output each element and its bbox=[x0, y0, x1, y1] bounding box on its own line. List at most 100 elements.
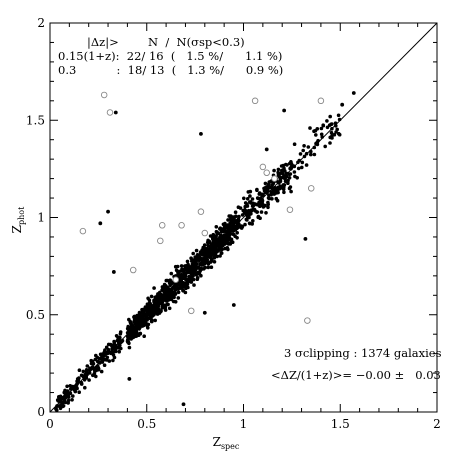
data-point bbox=[328, 114, 333, 119]
data-point bbox=[309, 149, 313, 154]
data-point bbox=[284, 171, 289, 176]
data-point bbox=[194, 266, 198, 270]
data-point bbox=[180, 280, 184, 285]
outlier-filled-point bbox=[351, 91, 356, 95]
data-point bbox=[336, 113, 341, 118]
data-point bbox=[188, 267, 192, 271]
data-point bbox=[232, 216, 236, 221]
data-point bbox=[149, 308, 154, 313]
data-point bbox=[255, 210, 259, 214]
data-point bbox=[158, 309, 163, 314]
data-point bbox=[174, 268, 179, 273]
data-point bbox=[236, 225, 240, 229]
y-tick-label: 2 bbox=[37, 16, 45, 30]
data-point bbox=[156, 297, 161, 301]
data-point bbox=[236, 217, 241, 221]
outlier-open-point bbox=[251, 97, 259, 105]
outlier-filled-point bbox=[98, 221, 103, 226]
data-point bbox=[179, 272, 184, 277]
data-point bbox=[87, 378, 91, 382]
data-point bbox=[278, 186, 282, 191]
data-point bbox=[194, 248, 199, 253]
data-point bbox=[183, 264, 187, 269]
data-point bbox=[84, 368, 89, 372]
outlier-open-point bbox=[263, 169, 270, 177]
outlier-open-point bbox=[172, 276, 180, 283]
data-point bbox=[259, 210, 264, 214]
data-point bbox=[168, 278, 172, 283]
data-point bbox=[66, 395, 71, 399]
data-point bbox=[163, 308, 168, 312]
data-point bbox=[333, 121, 338, 125]
data-point bbox=[71, 394, 75, 398]
data-point bbox=[221, 229, 226, 234]
stats-clipping: 3 σclipping : 1374 galaxies bbox=[284, 346, 442, 360]
data-point bbox=[292, 170, 297, 174]
data-point bbox=[212, 255, 217, 260]
data-point bbox=[164, 278, 169, 283]
data-point bbox=[81, 369, 86, 374]
data-point bbox=[248, 221, 252, 226]
data-point bbox=[298, 152, 303, 156]
data-point bbox=[216, 239, 220, 244]
data-point bbox=[301, 148, 306, 153]
data-point bbox=[232, 220, 237, 225]
data-point bbox=[149, 294, 154, 299]
data-point bbox=[92, 366, 97, 371]
data-point bbox=[314, 133, 318, 137]
data-point bbox=[58, 400, 63, 404]
data-point bbox=[135, 323, 140, 328]
data-point bbox=[206, 251, 211, 256]
data-point bbox=[219, 246, 224, 251]
data-point bbox=[286, 181, 290, 185]
data-point bbox=[300, 165, 304, 170]
data-point bbox=[169, 297, 174, 302]
outlier-filled-point bbox=[340, 102, 345, 107]
outlier-filled-point bbox=[231, 303, 236, 307]
data-point bbox=[263, 203, 267, 208]
data-point bbox=[98, 352, 103, 357]
data-point bbox=[236, 205, 241, 209]
data-point bbox=[194, 273, 199, 277]
data-point bbox=[264, 211, 268, 215]
data-point bbox=[167, 306, 172, 311]
data-point bbox=[212, 260, 217, 264]
data-point bbox=[95, 355, 100, 360]
data-point bbox=[179, 276, 183, 281]
data-point bbox=[141, 307, 146, 312]
data-point bbox=[312, 129, 316, 133]
data-point bbox=[337, 132, 342, 137]
data-point bbox=[156, 305, 160, 309]
data-point bbox=[203, 260, 208, 265]
data-point bbox=[323, 144, 328, 149]
data-point bbox=[304, 151, 309, 156]
data-point bbox=[242, 196, 246, 201]
data-point bbox=[228, 242, 232, 246]
data-point bbox=[288, 172, 293, 176]
data-point bbox=[214, 234, 218, 238]
data-point bbox=[235, 231, 239, 235]
data-point bbox=[140, 319, 145, 323]
data-point bbox=[83, 385, 87, 390]
data-point bbox=[302, 154, 307, 159]
data-point bbox=[224, 241, 229, 245]
data-point bbox=[208, 240, 212, 244]
outlier-filled-point bbox=[202, 310, 207, 315]
data-point bbox=[118, 332, 123, 336]
data-point bbox=[251, 204, 255, 208]
legend-row-03: 0.3 : 18/ 13 ( 1.3 %/ 0.9 %) bbox=[58, 63, 283, 77]
data-point bbox=[85, 364, 90, 368]
data-point bbox=[60, 395, 65, 400]
data-point bbox=[135, 330, 139, 335]
data-point bbox=[261, 193, 265, 197]
data-point bbox=[206, 243, 210, 248]
data-point bbox=[266, 187, 270, 191]
data-point bbox=[148, 303, 153, 307]
data-point bbox=[288, 185, 293, 189]
data-point bbox=[309, 152, 313, 157]
data-point bbox=[275, 189, 280, 193]
data-point bbox=[278, 179, 282, 184]
data-point bbox=[260, 201, 265, 205]
outlier-open-point bbox=[158, 222, 166, 229]
